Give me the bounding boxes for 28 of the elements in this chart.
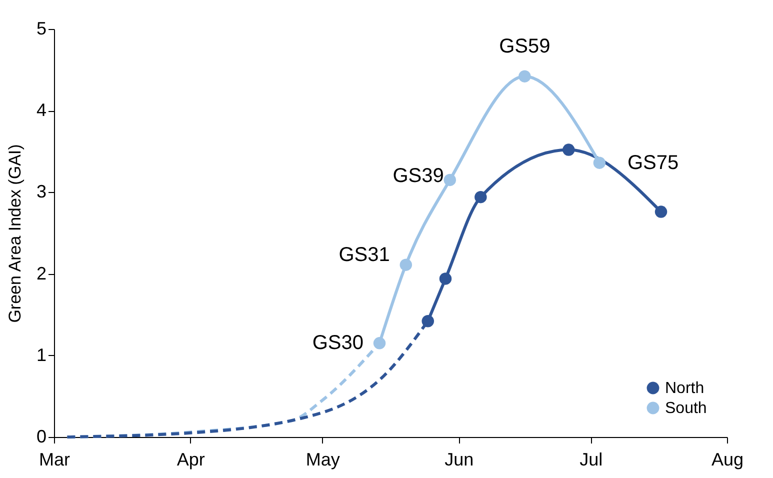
annotation: GS59 xyxy=(499,35,550,58)
x-tick-label: May xyxy=(306,450,340,470)
y-tick-label: 0 xyxy=(36,426,46,446)
y-tick-label: 4 xyxy=(36,100,46,120)
point xyxy=(439,272,452,285)
x-tick-label: Jun xyxy=(444,450,474,470)
x-tick-label: Mar xyxy=(39,450,70,470)
x-tick-label: Jul xyxy=(580,450,603,470)
legend-label: South xyxy=(665,400,707,417)
y-axis-title: Green Area Index (GAI) xyxy=(5,144,24,323)
annotation: GS31 xyxy=(338,244,390,266)
point xyxy=(400,258,412,271)
y-tick-label: 2 xyxy=(36,263,46,284)
point xyxy=(562,144,575,156)
y-tick-label: 5 xyxy=(36,18,46,38)
annotation: GS30 xyxy=(312,332,364,354)
y-tick-label: 1 xyxy=(36,344,46,365)
annotation: GS75 xyxy=(627,152,679,174)
point xyxy=(518,70,531,82)
annotation: GS39 xyxy=(392,164,444,187)
point xyxy=(474,190,487,204)
point xyxy=(444,174,456,186)
x-tick-label: Apr xyxy=(176,450,205,470)
point xyxy=(654,206,668,218)
x-tick-label: Aug xyxy=(711,450,744,470)
point xyxy=(593,156,606,169)
legend-label: North xyxy=(665,380,704,397)
y-tick-label: 3 xyxy=(36,182,46,202)
